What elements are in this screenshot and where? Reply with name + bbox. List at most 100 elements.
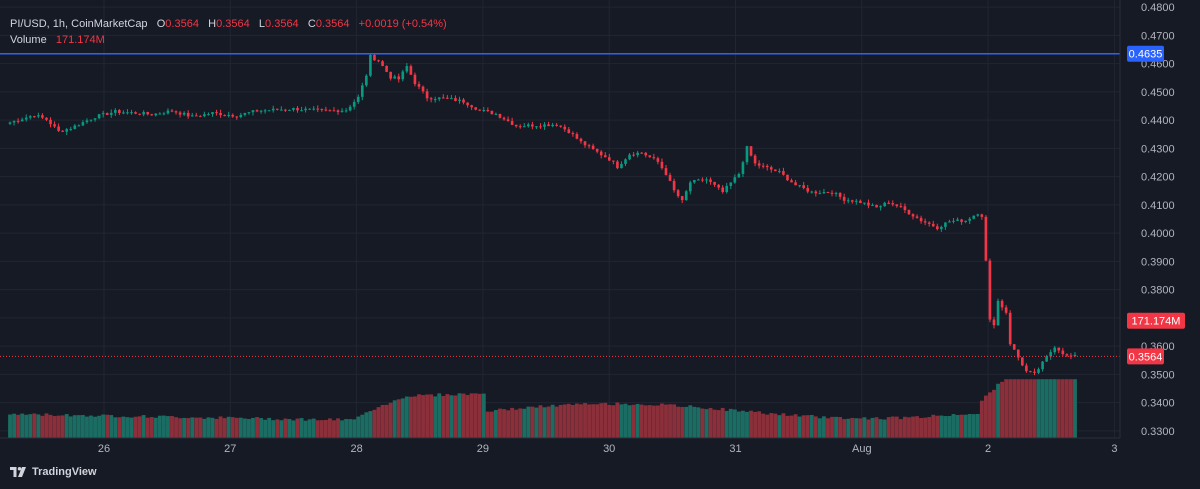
- candle-body: [875, 204, 878, 208]
- volume-bar: [311, 418, 316, 438]
- volume-bar: [307, 419, 312, 438]
- candle: [895, 204, 899, 208]
- candle-body: [1025, 365, 1028, 372]
- volume-bar: [870, 417, 875, 438]
- candle: [8, 121, 12, 125]
- candle: [527, 122, 530, 128]
- candle: [531, 121, 534, 130]
- volume-bar: [291, 420, 296, 438]
- candle: [344, 108, 348, 113]
- candle-body: [911, 214, 915, 217]
- volume-bar: [396, 399, 401, 438]
- candle-body: [247, 112, 251, 114]
- candle-body: [1037, 369, 1040, 373]
- volume-bar: [166, 416, 170, 438]
- candle-body: [215, 112, 218, 114]
- candle-body: [352, 101, 356, 107]
- candle: [45, 117, 48, 122]
- candle: [636, 150, 639, 158]
- candle-body: [547, 124, 550, 127]
- volume-bar: [931, 414, 936, 438]
- candle: [186, 110, 190, 119]
- volume-bar: [400, 398, 405, 438]
- candle: [697, 178, 700, 181]
- volume-bar: [352, 419, 357, 438]
- candle: [935, 223, 939, 231]
- volume-bar: [356, 416, 361, 438]
- candle-body: [976, 214, 980, 216]
- candle-body: [1012, 344, 1016, 350]
- candle: [765, 164, 769, 171]
- candle-body: [320, 109, 324, 111]
- candle: [1029, 370, 1032, 373]
- volume-bar: [449, 395, 454, 438]
- candle-body: [725, 185, 729, 193]
- time-axis[interactable]: 26 27 28 29 30 31 Aug 2 3: [98, 443, 1118, 455]
- volume-bar: [202, 418, 207, 438]
- y-tick-label: 0.4100: [1141, 200, 1175, 212]
- candle: [757, 160, 761, 169]
- candle-body: [992, 319, 996, 326]
- candle-body: [867, 202, 870, 206]
- volume-bar: [473, 393, 478, 438]
- volume-bar: [712, 409, 717, 438]
- volume-bar: [105, 414, 110, 438]
- volume-bar: [461, 393, 466, 438]
- candle-body: [105, 113, 109, 115]
- candle-body: [211, 112, 214, 115]
- volume-bar: [218, 416, 223, 438]
- tradingview-brand[interactable]: TradingView: [10, 466, 97, 478]
- volume-bar: [323, 419, 328, 438]
- candle-body: [239, 114, 243, 118]
- volume-bar: [498, 408, 502, 438]
- high-value: 0.3564: [216, 18, 250, 30]
- candle-body: [927, 222, 931, 224]
- volume-bar: [279, 420, 284, 438]
- candle: [73, 123, 77, 130]
- candle: [231, 113, 235, 118]
- candle: [855, 198, 858, 205]
- candle: [316, 105, 320, 113]
- candle: [211, 112, 214, 117]
- candle: [300, 106, 303, 112]
- candle: [182, 111, 186, 116]
- volume-bar: [299, 418, 304, 438]
- volume-bar: [902, 416, 907, 438]
- volume-bar: [368, 411, 373, 438]
- volume-bar: [704, 409, 709, 438]
- volume-bar: [935, 415, 940, 438]
- candle-body: [235, 116, 239, 118]
- candle-body: [227, 114, 230, 116]
- volume-bar: [194, 417, 199, 438]
- volume-bars: [8, 379, 1077, 438]
- candle: [624, 158, 627, 167]
- candle: [656, 156, 660, 165]
- volume-bar: [838, 417, 843, 438]
- volume-bar: [554, 406, 559, 438]
- candle: [555, 122, 558, 127]
- volume-bar: [121, 416, 126, 438]
- price-axis[interactable]: 0.48000.47000.46000.45000.44000.43000.42…: [1141, 2, 1175, 438]
- candle: [911, 213, 915, 220]
- candle-body: [97, 114, 101, 119]
- volume-bar: [380, 404, 385, 438]
- candle: [745, 145, 749, 165]
- volume-bar: [996, 383, 1000, 438]
- candle: [640, 151, 644, 154]
- candle-body: [972, 215, 976, 219]
- volume-bar: [417, 394, 421, 438]
- candle-body: [138, 113, 141, 115]
- volume-bar: [263, 419, 268, 438]
- candle-body: [579, 138, 583, 142]
- candle: [450, 94, 453, 100]
- candle: [409, 64, 413, 75]
- volume-bar: [230, 417, 235, 438]
- candle-body: [782, 171, 785, 175]
- volume-bar: [178, 418, 183, 438]
- volume-bar: [672, 404, 677, 438]
- candle: [138, 113, 141, 116]
- candle: [842, 193, 846, 205]
- candle-body: [753, 155, 757, 164]
- volume-bar: [562, 404, 567, 438]
